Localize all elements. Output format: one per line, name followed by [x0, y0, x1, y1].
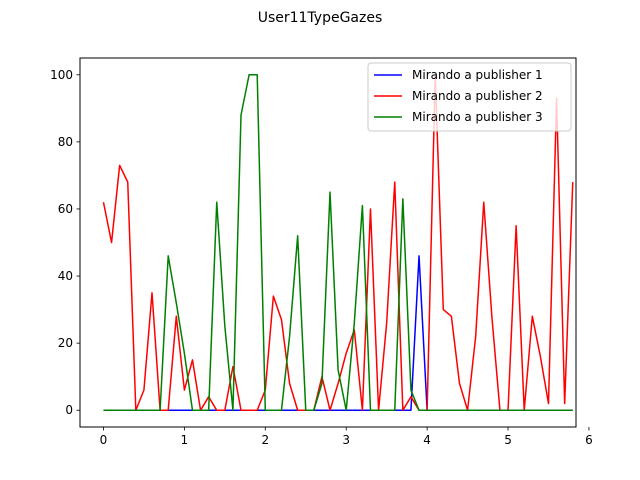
- series-line-1: [103, 255, 573, 411]
- y-axis: 0 20 40 60 80 100: [50, 68, 80, 417]
- plot-lines: [102, 74, 574, 411]
- y-tick-label: 20: [58, 336, 73, 350]
- x-axis: 0 1 2 3 4 5 6: [100, 427, 593, 447]
- plot-frame: [79, 57, 577, 428]
- y-tick-label: 100: [50, 68, 73, 82]
- legend-box: [367, 62, 572, 132]
- legend-entry: Mirando a publisher 1: [412, 68, 543, 82]
- x-tick-label: 4: [423, 433, 431, 447]
- legend: Mirando a publisher 1 Mirando a publisher…: [367, 62, 572, 132]
- x-tick-label: 0: [100, 433, 108, 447]
- chart-title: User11TypeGazes: [258, 10, 383, 26]
- legend-entry: Mirando a publisher 2: [412, 89, 543, 103]
- x-tick-label: 6: [585, 433, 593, 447]
- y-tick-label: 60: [58, 202, 73, 216]
- y-tick-label: 0: [65, 403, 73, 417]
- series-line-3: [103, 74, 573, 411]
- legend-entry: Mirando a publisher 3: [412, 110, 543, 124]
- x-tick-label: 3: [342, 433, 350, 447]
- x-tick-label: 1: [181, 433, 189, 447]
- x-tick-label: 2: [261, 433, 269, 447]
- x-tick-label: 5: [504, 433, 512, 447]
- y-tick-label: 80: [58, 135, 73, 149]
- y-tick-label: 40: [58, 269, 73, 283]
- series-line-2: [102, 74, 574, 411]
